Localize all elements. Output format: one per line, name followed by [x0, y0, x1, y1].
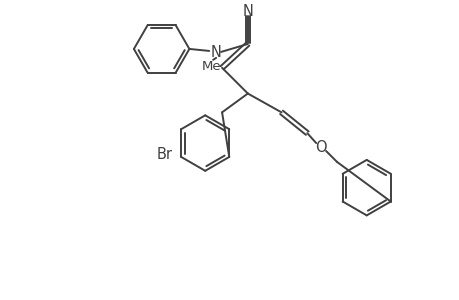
Text: O: O [315, 140, 326, 154]
Text: Br: Br [156, 148, 172, 163]
Text: N: N [210, 45, 221, 60]
Text: Me: Me [201, 60, 220, 73]
Text: N: N [242, 4, 253, 19]
